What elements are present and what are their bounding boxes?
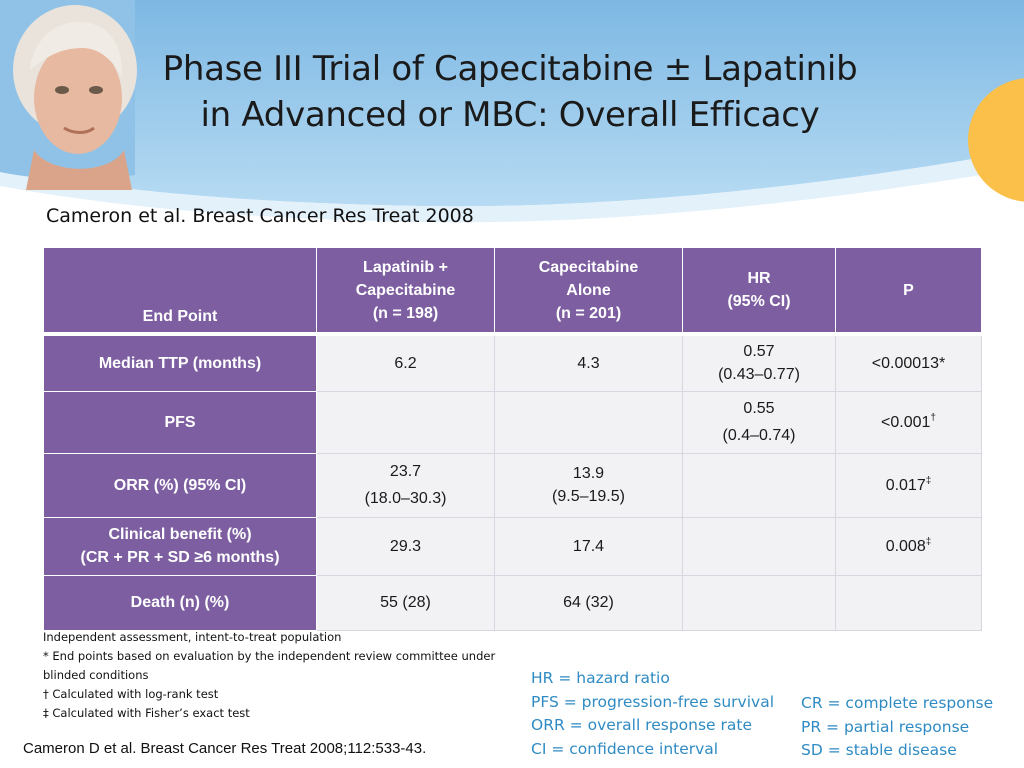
cell-hazard-ratio	[682, 516, 836, 576]
cell-capecitabine-alone: 4.3	[494, 332, 683, 392]
table-row: Clinical benefit (%) (CR + PR + SD ≥6 mo…	[43, 516, 982, 576]
cell-line: 0.57	[743, 343, 775, 361]
reference-citation: Cameron D et al. Breast Cancer Res Treat…	[23, 740, 427, 757]
abbreviation: PFS = progression-free survival	[531, 692, 775, 711]
orange-circle-decoration	[968, 78, 1024, 202]
p-value-text: 0.017	[885, 476, 926, 494]
abbreviations-right: CR = complete response PR = partial resp…	[801, 692, 993, 763]
cell-capecitabine-alone: 13.9 (9.5–19.5)	[494, 452, 683, 518]
footnote: * End points based on evaluation by the …	[43, 649, 496, 663]
cell-line: 64 (32)	[563, 594, 614, 611]
row-label-line: ORR (%) (95% CI)	[113, 476, 247, 494]
cell-line: 4.3	[577, 354, 600, 372]
table-row: PFS 0.55 (0.4–0.74) <0.001†	[43, 390, 982, 454]
cell-line: (0.43–0.77)	[718, 366, 800, 384]
slide-title: Phase III Trial of Capecitabine ± Lapati…	[110, 46, 910, 138]
cell-line: 6.2	[394, 354, 417, 372]
abbreviation: CI = confidence interval	[531, 739, 719, 758]
footnote: ‡ Calculated with Fisher’s exact test	[43, 706, 250, 720]
cell-capecitabine-alone	[494, 390, 683, 454]
cell-lapatinib-capecitabine: 23.7 (18.0–30.3)	[316, 452, 495, 518]
table-header-row: End Point Lapatinib + Capecitabine (n = …	[43, 247, 982, 335]
study-citation: Cameron et al. Breast Cancer Res Treat 2…	[46, 205, 474, 227]
presenter-portrait	[0, 0, 137, 190]
row-label: ORR (%) (95% CI)	[43, 452, 317, 518]
header-line: Capecitabine	[538, 258, 639, 276]
row-label: PFS	[43, 390, 317, 454]
cell-capecitabine-alone: 17.4	[494, 516, 683, 576]
header-lapatinib-capecitabine: Lapatinib + Capecitabine (n = 198)	[316, 247, 495, 335]
efficacy-table: End Point Lapatinib + Capecitabine (n = …	[43, 247, 982, 631]
abbreviation: PR = partial response	[801, 717, 970, 736]
cell-line: (18.0–30.3)	[364, 490, 447, 507]
cell-line: 17.4	[572, 537, 605, 555]
cell-lapatinib-capecitabine: 6.2	[316, 332, 495, 392]
cell-line: 23.7	[389, 463, 422, 480]
abbreviation: CR = complete response	[801, 694, 994, 712]
header-banner	[0, 0, 1024, 223]
p-value-footnote-mark: †	[930, 412, 936, 424]
row-label-line: Clinical benefit (%)	[108, 526, 252, 543]
cell-p-value: 0.017‡	[835, 452, 982, 518]
table-row: ORR (%) (95% CI) 23.7 (18.0–30.3) 13.9 (…	[43, 452, 982, 518]
p-value-text: <0.00013*	[871, 354, 946, 372]
cell-line: (0.4–0.74)	[722, 427, 796, 444]
p-value-text: 0.008	[885, 537, 926, 555]
abbreviations-left: HR = hazard ratio PFS = progression-free…	[531, 667, 774, 761]
header-line: (95% CI)	[727, 293, 791, 310]
header-hazard-ratio: HR (95% CI)	[682, 247, 836, 335]
row-label-line: Median TTP (months)	[98, 354, 262, 372]
cell-lapatinib-capecitabine: 29.3	[316, 516, 495, 576]
header-capecitabine-alone: Capecitabine Alone (n = 201)	[494, 247, 683, 335]
table-row: Median TTP (months) 6.2 4.3 0.57 (0.43–0…	[43, 332, 982, 392]
cell-hazard-ratio: 0.55 (0.4–0.74)	[682, 390, 836, 454]
p-value-footnote-mark: ‡	[925, 475, 932, 487]
cell-hazard-ratio: 0.57 (0.43–0.77)	[682, 332, 836, 392]
footnote: blinded conditions	[43, 668, 149, 682]
header-line: HR	[747, 270, 771, 287]
header-p-value: P	[835, 247, 982, 335]
cell-hazard-ratio	[682, 574, 836, 631]
abbreviation: ORR = overall response rate	[531, 716, 752, 734]
footnote: † Calculated with log-rank test	[43, 687, 219, 701]
cell-line: (9.5–19.5)	[552, 488, 625, 505]
cell-hazard-ratio	[682, 452, 836, 518]
abbreviation: HR = hazard ratio	[531, 669, 670, 687]
row-label-line: PFS	[164, 413, 196, 431]
header-line: Lapatinib +	[363, 258, 448, 276]
header-line: Capecitabine	[355, 281, 456, 299]
header-line: (n = 198)	[372, 304, 439, 322]
header-line: (n = 201)	[555, 304, 622, 322]
row-label-line: (CR + PR + SD ≥6 months)	[80, 549, 280, 566]
p-value-text: <0.001	[881, 413, 931, 431]
cell-line: 55 (28)	[380, 594, 431, 611]
cell-p-value: <0.00013*	[835, 332, 982, 392]
cell-capecitabine-alone: 64 (32)	[494, 574, 683, 631]
slide-title-line-2: in Advanced or MBC: Overall Efficacy	[200, 95, 820, 135]
p-value-footnote-mark: ‡	[925, 536, 932, 548]
cell-lapatinib-capecitabine: 55 (28)	[316, 574, 495, 631]
cell-lapatinib-capecitabine	[316, 390, 495, 454]
cell-p-value	[835, 574, 982, 631]
footnotes: Independent assessment, intent-to-treat …	[43, 628, 523, 723]
row-label: Median TTP (months)	[43, 332, 317, 392]
footnote: Independent assessment, intent-to-treat …	[43, 630, 342, 644]
cell-line: 29.3	[389, 537, 422, 555]
cell-p-value: 0.008‡	[835, 516, 982, 576]
table-row: Death (n) (%) 55 (28) 64 (32)	[43, 574, 982, 631]
header-end-point: End Point	[43, 247, 317, 335]
row-label-line: Death (n) (%)	[130, 594, 230, 611]
abbreviation: SD = stable disease	[801, 741, 957, 759]
cell-p-value: <0.001†	[835, 390, 982, 454]
slide-title-line-1: Phase III Trial of Capecitabine ± Lapati…	[162, 49, 858, 89]
row-label: Clinical benefit (%) (CR + PR + SD ≥6 mo…	[43, 516, 317, 576]
row-label: Death (n) (%)	[43, 574, 317, 631]
cell-line: 0.55	[743, 400, 775, 417]
header-line: Alone	[566, 281, 611, 299]
cell-line: 13.9	[572, 465, 605, 482]
